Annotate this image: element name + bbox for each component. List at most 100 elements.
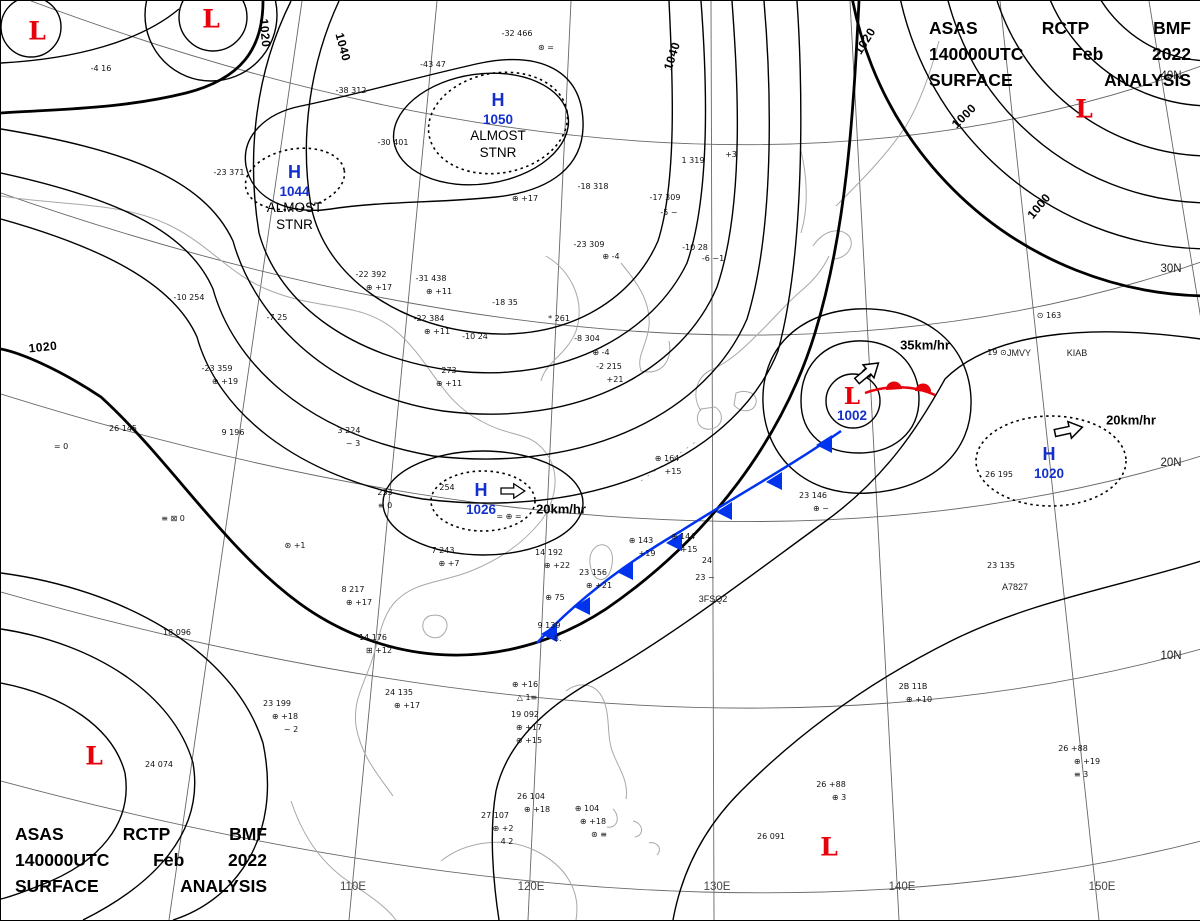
coastline (648, 842, 660, 856)
coastline (640, 438, 700, 482)
station-plot: ⊕ 104 (574, 804, 600, 813)
station-plot: 8 217 (341, 585, 365, 594)
low-marker: L (1075, 94, 1093, 124)
station-plot: ⊕ +2 (492, 824, 514, 833)
longitude-label: 120E (517, 881, 545, 893)
station-plot: ⊕ -4 (602, 252, 620, 261)
station-plot: ⊕ +21 (585, 581, 613, 590)
grid-meridian (1148, 1, 1200, 317)
station-plot: ⊕ +11 (435, 379, 463, 388)
coastline (354, 520, 542, 797)
cold-front-pip-icon (541, 624, 557, 642)
coastline (733, 390, 757, 412)
cold-front-pip-icon (766, 472, 782, 490)
coastline (695, 255, 830, 412)
ship-id: A7827 (1001, 582, 1029, 592)
high-center-1044: H 1044 ALMOST STNR (247, 161, 342, 234)
station-plot: ⊕ 3 (831, 793, 847, 802)
isobar (144, 1, 278, 82)
high-dashed-boundaries (244, 71, 1127, 532)
station-plot: 4 2 (500, 837, 514, 846)
longitude-label: 110E (339, 881, 367, 893)
station-plot: 273 (441, 366, 457, 375)
station-plot: ⊕ ~ (813, 504, 829, 513)
grid-parallel (1, 192, 1200, 336)
station-plot: 23 ~ (695, 573, 715, 582)
cold-front-pip-icon (617, 562, 633, 580)
isobar (1, 572, 269, 920)
low-marker: L (28, 16, 46, 46)
movement-label: 20km/hr (1106, 412, 1156, 428)
station-plot: ⊕ +16 (511, 680, 539, 689)
movement-arrow-icon (853, 362, 880, 385)
station-plot: 9 196 (221, 428, 245, 437)
station-plot: △ 1≡ (516, 693, 538, 702)
isobar-1012 (762, 308, 972, 494)
station-plot: 26 +88 (816, 780, 846, 789)
warm-front-pip-icon (885, 381, 902, 390)
almost-stnr-note: STNR (276, 217, 313, 233)
isobar-1028 (1, 1, 770, 460)
grid-parallel (30, 1, 1200, 146)
pressure-value: 1020 (1033, 465, 1065, 481)
station-plot: ~ 3 (345, 439, 361, 448)
station-plot: -22 392 (355, 270, 387, 279)
latitude-label: 20N (1160, 457, 1182, 469)
cold-front-line (536, 429, 842, 644)
movement-label: 20km/hr (536, 501, 586, 517)
grid-parallel (1, 393, 1200, 523)
high-letter: H (491, 90, 505, 110)
low-marker: L (820, 832, 838, 862)
station-plot: ⊕ +22 (543, 561, 571, 570)
high-center-1020: H 1020 (1004, 443, 1094, 482)
station-plot: - 8. (548, 634, 562, 643)
station-plot: ⊕ +15 (515, 736, 543, 745)
station-plot: ≡ 3 (1073, 770, 1089, 779)
isobar-1040 (305, 1, 674, 335)
movement-arrows (500, 362, 1084, 500)
isobar-1024 (382, 450, 584, 556)
station-plot: -4 16 (90, 64, 112, 73)
station-plot: 24 (701, 556, 713, 565)
station-plot: 26 +88 (1058, 744, 1088, 753)
station-plot: ⊕ +17 (511, 194, 539, 203)
station-plot: ⊕ 143 (628, 536, 654, 545)
station-plot: ≡ 0 (377, 501, 393, 510)
station-plot: -30 401 (377, 138, 409, 147)
cold-front-pip-icon (716, 502, 732, 520)
warm-front (864, 381, 936, 397)
station-plot: 19 092 (511, 710, 539, 719)
latitude-label: 10N (1160, 650, 1182, 662)
pressure-value: 1002 (836, 407, 868, 423)
station-plot: 26 104 (517, 792, 545, 801)
low-marker: L (202, 4, 220, 34)
station-plot: -18 318 (577, 182, 609, 191)
station-plot: ~ 2 (283, 725, 299, 734)
title-line-3: SURFACE ANALYSIS (15, 876, 267, 896)
station-plot: -32 466 (501, 29, 533, 38)
title-block-bottom-left: ASAS RCTP BMF 140000UTC Feb 2022 SURFACE… (15, 821, 267, 899)
station-plot: -31 438 (415, 274, 447, 283)
station-plot: +15 (680, 545, 698, 554)
station-plot: -17 309 (649, 193, 681, 202)
station-plot: -43 47 (420, 60, 446, 69)
pressure-value: 1050 (482, 111, 514, 127)
station-plot: 27 107 (481, 811, 509, 820)
cold-front-pip-icon (666, 533, 682, 551)
grid-parallel (1, 780, 1200, 894)
station-plot: 233 (377, 488, 393, 497)
isobar-1036 (252, 1, 707, 374)
station-plot: 19 ⊙ (987, 348, 1007, 357)
isobar-1016 (491, 331, 1200, 920)
cold-front (536, 429, 842, 644)
station-plot: 26 091 (757, 832, 785, 841)
station-plot: ⊕ +19 (1073, 757, 1101, 766)
grid-meridian (999, 1, 1100, 920)
grid-meridian (348, 1, 438, 920)
title-line-2: 140000UTC Feb 2022 (929, 44, 1191, 64)
station-plot: = ⊕ = (496, 512, 522, 521)
station-plot: ⊕ +11 (423, 327, 451, 336)
